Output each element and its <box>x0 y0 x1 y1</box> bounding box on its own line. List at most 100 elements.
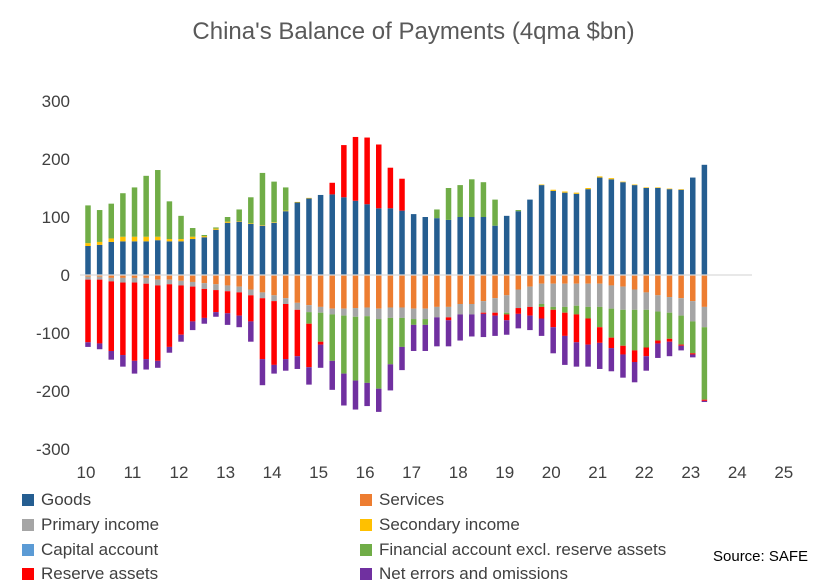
bar-segment <box>643 292 649 310</box>
bar-segment <box>631 309 638 351</box>
bar-segment <box>236 275 242 287</box>
bar-segment <box>562 283 568 307</box>
bar-segment <box>259 298 266 360</box>
bar-segment <box>399 346 405 371</box>
bar-segment <box>166 279 173 285</box>
bar-segment <box>96 241 103 245</box>
bar-segment <box>364 137 370 205</box>
bar-segment <box>271 295 277 302</box>
bar-segment <box>585 189 591 275</box>
x-tick-label: 21 <box>588 463 607 482</box>
bar-segment <box>620 354 626 378</box>
bar-segment <box>503 320 510 335</box>
bar-segment <box>155 275 161 280</box>
x-tick-label: 16 <box>356 463 375 482</box>
bar-segment <box>131 282 138 361</box>
bar-segment <box>143 236 149 242</box>
bar-segment <box>550 327 556 354</box>
bar-segment <box>224 275 231 286</box>
bar-segment <box>515 275 522 290</box>
bar-segment <box>422 308 429 320</box>
bar-segment <box>387 208 394 275</box>
bar-segment <box>538 184 545 186</box>
bar-segment <box>538 304 545 307</box>
bar-segment <box>85 246 91 275</box>
bar-segment <box>108 277 115 282</box>
bar-segment <box>364 316 370 383</box>
bar-segment <box>503 275 510 296</box>
bar-segment <box>608 308 615 338</box>
bar-segment <box>294 356 301 369</box>
bar-segment <box>189 228 196 237</box>
bar-segment <box>96 276 103 280</box>
bar-segment <box>445 306 452 318</box>
bar-segment <box>596 342 603 369</box>
bar-segment <box>364 382 370 407</box>
bar-segment <box>189 321 196 331</box>
bar-segment <box>690 353 696 355</box>
bar-segment <box>620 182 626 275</box>
bar-segment <box>341 315 347 374</box>
bar-segment <box>236 292 242 316</box>
bar-segment <box>248 223 254 275</box>
bar-segment <box>329 275 335 309</box>
bar-segment <box>85 279 91 343</box>
bar-segment <box>201 234 208 237</box>
bar-segment <box>178 239 184 242</box>
bar-segment <box>631 362 638 383</box>
bar-segment <box>224 217 231 222</box>
bar-segment <box>317 312 324 342</box>
bar-segment <box>666 275 673 298</box>
bar-segment <box>457 217 463 275</box>
bar-segment <box>352 275 359 309</box>
bar-segment <box>562 191 568 193</box>
bar-segment <box>201 317 208 324</box>
bar-segment <box>596 275 603 284</box>
bar-segment <box>469 304 475 315</box>
bar-segment <box>143 275 149 278</box>
bar-segment <box>538 283 545 304</box>
bar-segment <box>527 275 533 287</box>
bar-segment <box>410 275 417 309</box>
x-tick-label: 11 <box>124 463 142 482</box>
bar-segment <box>259 172 266 226</box>
bar-segment <box>376 144 382 209</box>
bar-segment <box>166 346 173 353</box>
bar-segment <box>317 341 324 345</box>
bar-segment <box>364 307 370 317</box>
bar-segment <box>178 241 184 275</box>
bar-segment <box>178 280 184 286</box>
bar-segment <box>596 306 603 328</box>
bar-segment <box>585 306 591 319</box>
bar-segment <box>538 185 545 275</box>
bar-segment <box>503 314 510 321</box>
bar-segment <box>666 341 673 357</box>
bar-segment <box>120 193 126 237</box>
bar-segment <box>515 289 522 309</box>
bar-segment <box>317 275 324 307</box>
bar-segment <box>573 192 580 194</box>
bar-segment <box>143 283 149 360</box>
bar-segment <box>120 241 126 275</box>
bar-segment <box>364 204 370 275</box>
x-tick-label: 13 <box>216 463 235 482</box>
bar-segment <box>236 315 242 328</box>
bar-segment <box>341 197 347 275</box>
bar-segment <box>422 319 429 325</box>
bar-segment <box>480 312 487 314</box>
bar-segment <box>585 344 591 367</box>
bar-segment <box>224 285 231 292</box>
bar-segment <box>282 304 289 360</box>
bar-segment <box>608 275 615 286</box>
bar-segment <box>643 309 649 348</box>
bar-segment <box>608 179 615 275</box>
bar-segment <box>631 289 638 310</box>
y-tick-label: 300 <box>42 92 70 111</box>
bar-segment <box>108 281 115 351</box>
y-tick-label: 200 <box>42 150 70 169</box>
bar-segment <box>213 227 219 229</box>
bar-segment <box>690 321 696 354</box>
bar-segment <box>329 314 335 361</box>
bar-segment <box>294 201 301 203</box>
